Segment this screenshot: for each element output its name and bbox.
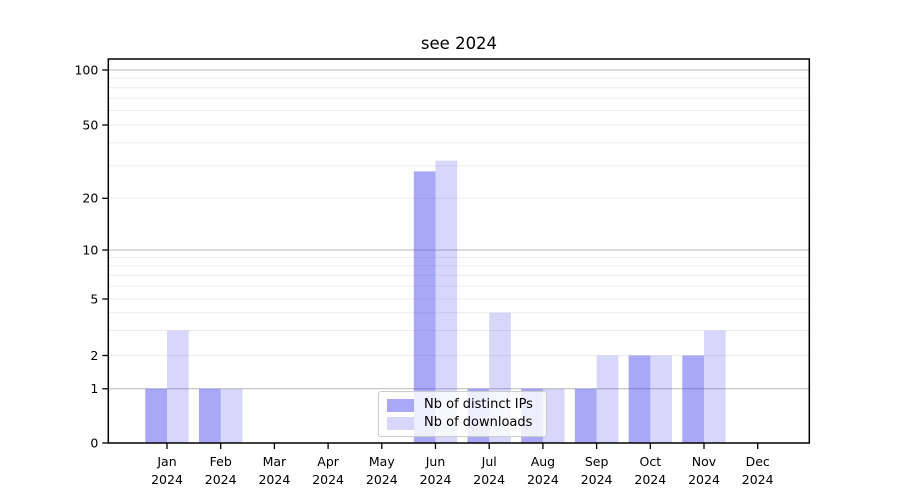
chart-title: see 2024 [420, 34, 498, 53]
bar-distinct-ips-sep [574, 388, 597, 443]
x-tick-label: May 2024 [366, 454, 398, 487]
y-tick-label: 10 [82, 242, 98, 257]
x-tick-label: Jul 2024 [473, 454, 505, 487]
bar-downloads-aug [542, 388, 565, 443]
legend-item-downloads: Nb of downloads [387, 415, 539, 431]
y-tick-label: 20 [82, 191, 98, 206]
x-tick-label: Dec 2024 [742, 454, 774, 487]
y-tick-label: 1 [90, 381, 98, 396]
bar-downloads-jun [435, 160, 458, 443]
y-tick-label: 50 [82, 117, 98, 132]
x-tick-label: Sep 2024 [581, 454, 613, 487]
x-tick-label: Oct 2024 [634, 454, 666, 487]
bar-distinct-ips-feb [199, 388, 221, 443]
x-tick-label: Jun 2024 [420, 454, 452, 487]
y-tick-label: 0 [90, 435, 98, 450]
x-tick-label: Feb 2024 [205, 454, 237, 487]
bar-downloads-oct [650, 355, 672, 443]
legend-swatch-downloads-icon [387, 416, 414, 430]
legend-label-distinct-ips: Nb of distinct IPs [424, 397, 533, 412]
bar-downloads-nov [704, 330, 726, 443]
legend: Nb of distinct IPs Nb of downloads [378, 391, 547, 437]
plot-border [107, 58, 811, 444]
y-tick-label: 2 [90, 348, 98, 363]
bar-downloads-jan [167, 330, 189, 443]
bar-distinct-ips-nov [682, 355, 704, 443]
legend-item-distinct-ips: Nb of distinct IPs [387, 397, 539, 413]
bar-downloads-sep [596, 355, 619, 443]
x-tick-label: Jan 2024 [151, 454, 183, 487]
x-tick-label: Nov 2024 [688, 454, 720, 487]
legend-swatch-distinct-ips-icon [387, 398, 414, 412]
bar-distinct-ips-jan [145, 388, 167, 443]
legend-label-downloads: Nb of downloads [424, 415, 533, 430]
bar-distinct-ips-oct [628, 355, 651, 443]
x-tick-label: Mar 2024 [258, 454, 290, 487]
bar-distinct-ips-jun [413, 171, 436, 443]
y-tick-label: 5 [90, 291, 98, 306]
x-tick-label: Aug 2024 [527, 454, 559, 487]
x-tick-label: Apr 2024 [312, 454, 344, 487]
bar-downloads-feb [220, 388, 243, 443]
y-tick-label: 100 [74, 62, 98, 77]
